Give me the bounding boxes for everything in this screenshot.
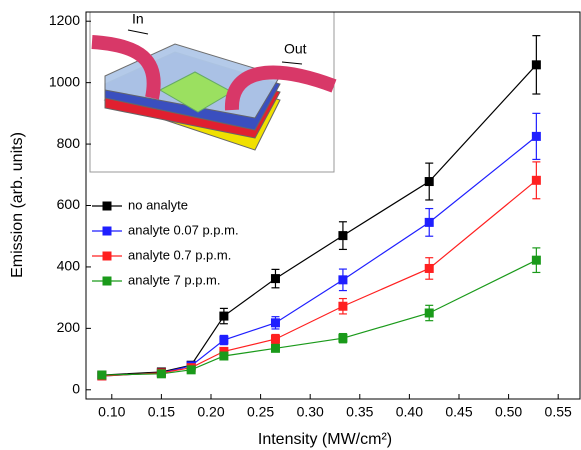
legend-label: analyte 7 p.p.m. <box>128 272 221 287</box>
legend-marker <box>102 276 112 286</box>
x-tick-label: 0.15 <box>148 404 175 420</box>
y-tick-label: 1200 <box>49 12 80 28</box>
marker <box>531 60 541 70</box>
marker <box>424 263 434 273</box>
x-tick-label: 0.50 <box>495 404 522 420</box>
x-tick-label: 0.25 <box>247 404 274 420</box>
annotation: In <box>132 11 144 27</box>
legend-marker <box>102 201 112 211</box>
marker <box>219 335 229 345</box>
legend-label: no analyte <box>128 197 188 212</box>
marker <box>338 333 348 343</box>
marker <box>424 308 434 318</box>
marker <box>531 175 541 185</box>
marker <box>424 217 434 227</box>
legend-marker <box>102 226 112 236</box>
marker <box>219 346 229 356</box>
annotation: Out <box>284 41 307 57</box>
marker <box>270 274 280 284</box>
series-line <box>101 64 537 376</box>
y-tick-label: 800 <box>57 135 81 151</box>
marker <box>186 365 196 375</box>
x-tick-label: 0.20 <box>197 404 224 420</box>
marker <box>338 231 348 241</box>
marker <box>338 275 348 285</box>
marker <box>424 177 434 187</box>
y-tick-label: 400 <box>57 258 81 274</box>
y-tick-label: 1000 <box>49 73 80 89</box>
y-axis-label: Emission (arb. units) <box>9 132 26 278</box>
series-line <box>101 259 537 376</box>
y-tick-label: 0 <box>72 380 80 396</box>
legend-label: analyte 0.07 p.p.m. <box>128 222 239 237</box>
marker <box>270 343 280 353</box>
x-tick-label: 0.55 <box>545 404 572 420</box>
marker <box>531 255 541 265</box>
marker <box>531 131 541 141</box>
marker <box>219 311 229 321</box>
marker <box>338 301 348 311</box>
marker <box>270 334 280 344</box>
marker <box>97 370 107 380</box>
x-tick-label: 0.40 <box>396 404 423 420</box>
x-tick-label: 0.45 <box>445 404 472 420</box>
marker <box>156 369 166 379</box>
series-line <box>101 179 537 377</box>
x-tick-label: 0.30 <box>297 404 324 420</box>
legend-marker <box>102 251 112 261</box>
legend-label: analyte 0.7 p.p.m. <box>128 247 231 262</box>
x-tick-label: 0.35 <box>346 404 373 420</box>
inset-schematic: In Out <box>89 11 337 173</box>
marker <box>219 351 229 361</box>
y-tick-label: 200 <box>57 319 81 335</box>
x-axis-label: Intensity (MW/cm²) <box>258 431 392 448</box>
marker <box>270 318 280 328</box>
x-tick-label: 0.10 <box>98 404 125 420</box>
y-tick-label: 600 <box>57 196 81 212</box>
